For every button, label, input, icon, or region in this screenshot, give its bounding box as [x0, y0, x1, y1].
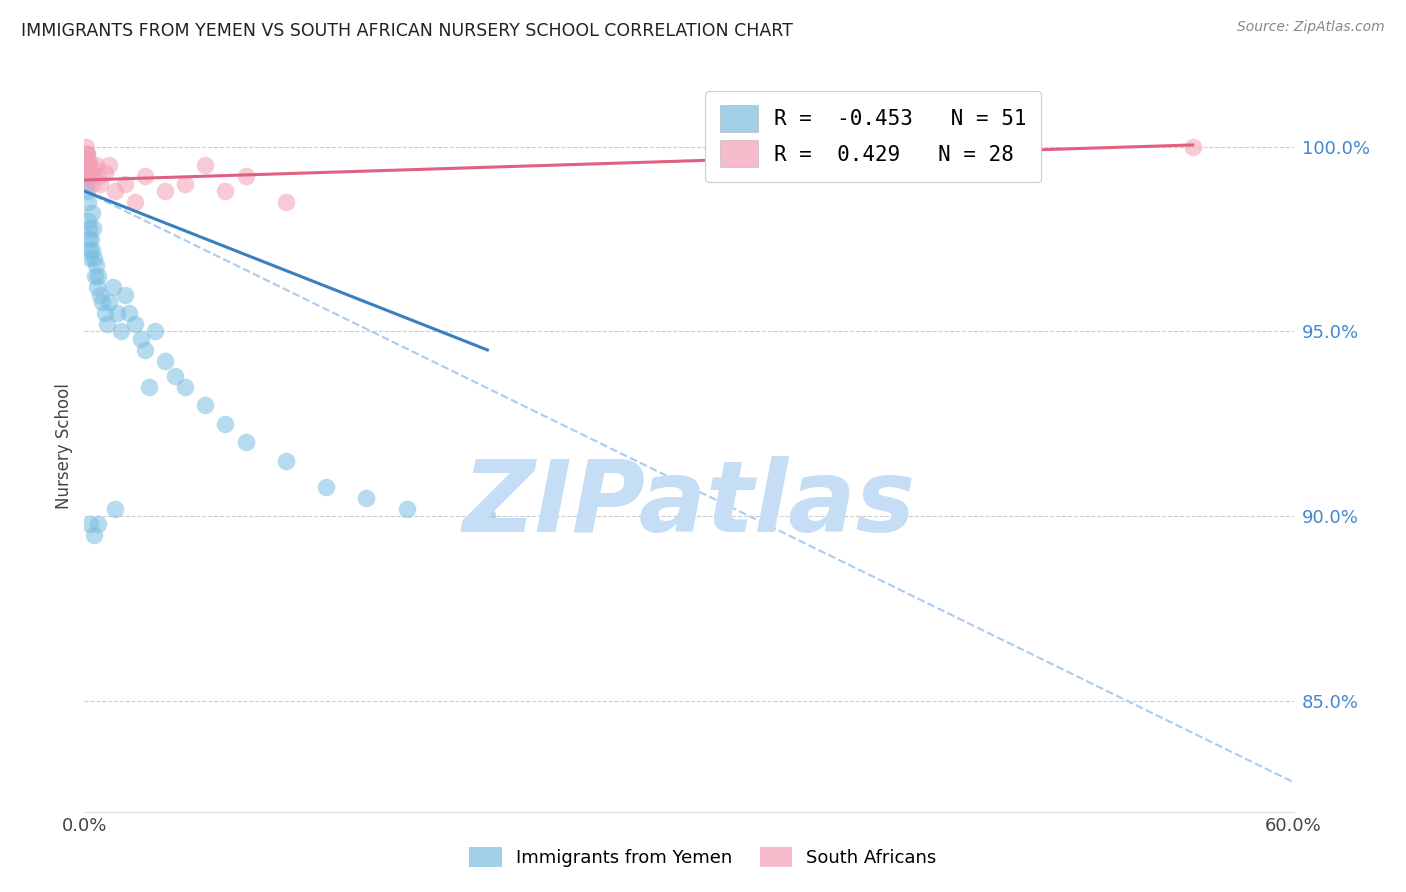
Point: [86, 280, 108, 294]
Point: [104, 501, 127, 516]
Point: [114, 287, 136, 301]
Point: [75, 158, 97, 172]
Point: [79, 244, 101, 258]
Point: [395, 501, 418, 516]
Point: [134, 169, 156, 184]
Point: [97, 158, 120, 172]
Legend: Immigrants from Yemen, South Africans: Immigrants from Yemen, South Africans: [463, 839, 943, 874]
Point: [129, 332, 152, 346]
Point: [153, 354, 176, 368]
Point: [105, 306, 128, 320]
Point: [86, 258, 108, 272]
Point: [83, 161, 105, 176]
Point: [143, 325, 166, 339]
Point: [82, 221, 104, 235]
Point: [75, 166, 97, 180]
Y-axis label: Nursery School: Nursery School: [55, 383, 73, 509]
Text: IMMIGRANTS FROM YEMEN VS SOUTH AFRICAN NURSERY SCHOOL CORRELATION CHART: IMMIGRANTS FROM YEMEN VS SOUTH AFRICAN N…: [21, 22, 793, 40]
Point: [114, 177, 136, 191]
Point: [75, 140, 97, 154]
Point: [87, 169, 110, 184]
Text: ZIPatlas: ZIPatlas: [463, 456, 915, 553]
Point: [77, 158, 100, 172]
Point: [356, 491, 378, 505]
Point: [274, 454, 297, 468]
Point: [82, 244, 104, 258]
Point: [76, 147, 98, 161]
Point: [174, 380, 197, 394]
Point: [76, 169, 98, 184]
Point: [82, 177, 104, 191]
Point: [82, 206, 104, 220]
Point: [83, 527, 105, 541]
Point: [76, 147, 98, 161]
Point: [76, 184, 98, 198]
Point: [80, 166, 103, 180]
Point: [79, 516, 101, 531]
Point: [124, 317, 146, 331]
Point: [87, 268, 110, 283]
Point: [274, 195, 297, 210]
Point: [93, 306, 115, 320]
Point: [77, 166, 100, 180]
Point: [77, 232, 100, 246]
Point: [315, 480, 337, 494]
Legend: R =  -0.453   N = 51, R =  0.429   N = 28: R = -0.453 N = 51, R = 0.429 N = 28: [706, 91, 1042, 182]
Point: [77, 195, 100, 210]
Point: [76, 151, 98, 165]
Point: [174, 177, 197, 191]
Point: [165, 368, 187, 383]
Point: [75, 147, 97, 161]
Point: [93, 166, 115, 180]
Point: [87, 516, 110, 531]
Point: [86, 158, 108, 172]
Point: [194, 158, 217, 172]
Point: [91, 294, 114, 309]
Point: [153, 184, 176, 198]
Point: [79, 251, 101, 265]
Point: [118, 306, 141, 320]
Point: [89, 177, 111, 191]
Point: [80, 232, 103, 246]
Point: [75, 177, 97, 191]
Point: [77, 213, 100, 227]
Point: [110, 325, 132, 339]
Point: [79, 221, 101, 235]
Point: [477, 509, 499, 524]
Point: [235, 169, 257, 184]
Text: Source: ZipAtlas.com: Source: ZipAtlas.com: [1237, 20, 1385, 34]
Point: [214, 417, 236, 431]
Point: [101, 280, 124, 294]
Point: [1181, 140, 1204, 154]
Point: [84, 268, 107, 283]
Point: [97, 294, 120, 309]
Point: [89, 287, 111, 301]
Point: [235, 435, 257, 450]
Point: [214, 184, 236, 198]
Point: [104, 184, 127, 198]
Point: [79, 154, 101, 169]
Point: [75, 158, 97, 172]
Point: [134, 343, 156, 357]
Point: [96, 317, 118, 331]
Point: [194, 398, 217, 412]
Point: [79, 169, 101, 184]
Point: [138, 380, 160, 394]
Point: [124, 195, 146, 210]
Point: [83, 251, 105, 265]
